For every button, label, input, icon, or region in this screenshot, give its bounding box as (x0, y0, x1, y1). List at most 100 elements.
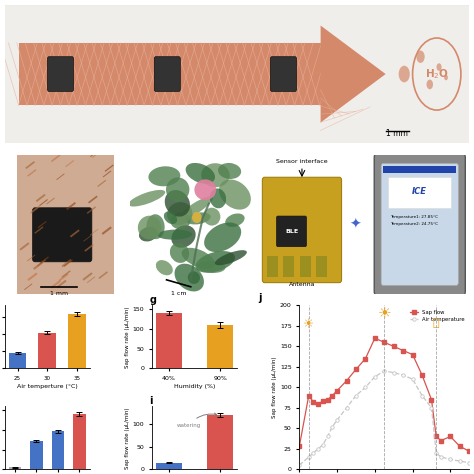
FancyBboxPatch shape (155, 57, 180, 91)
Text: BLE: BLE (285, 229, 298, 234)
Ellipse shape (228, 229, 242, 246)
Sap flow (410, 352, 415, 357)
Text: ☀: ☀ (303, 318, 314, 331)
Air temperature (344, 405, 349, 410)
Circle shape (192, 212, 201, 223)
Bar (208, 415, 233, 469)
Air temperature (325, 434, 330, 439)
FancyBboxPatch shape (47, 57, 73, 91)
Line: Air temperature: Air temperature (298, 369, 471, 467)
Ellipse shape (181, 190, 215, 204)
Ellipse shape (194, 179, 216, 200)
Sap flow (325, 397, 330, 402)
Text: Antenna: Antenna (289, 282, 315, 287)
Legend: Sap flow, Air temperature: Sap flow, Air temperature (408, 308, 466, 324)
FancyBboxPatch shape (267, 256, 278, 277)
Ellipse shape (140, 262, 175, 280)
Sap flow (363, 356, 368, 362)
Bar (9, 467, 21, 469)
Text: i: i (149, 396, 153, 406)
Ellipse shape (219, 172, 234, 188)
Air temperature (466, 460, 472, 465)
Bar (30, 441, 43, 469)
Bar (38, 333, 56, 368)
Air temperature (438, 454, 444, 460)
Text: ☀: ☀ (377, 305, 391, 320)
Line: Sap flow: Sap flow (298, 337, 471, 453)
Air temperature (363, 384, 368, 390)
Air temperature (320, 442, 326, 447)
Bar (208, 325, 233, 368)
Polygon shape (320, 26, 386, 123)
Text: H$_2$O: H$_2$O (425, 67, 449, 81)
Sap flow (428, 397, 434, 402)
Text: 1 cm: 1 cm (171, 291, 186, 296)
Ellipse shape (155, 198, 175, 223)
Bar (156, 313, 182, 368)
X-axis label: Humidity (%): Humidity (%) (174, 384, 215, 389)
Ellipse shape (146, 160, 160, 181)
Y-axis label: Sap flow rate (μL/min): Sap flow rate (μL/min) (125, 407, 130, 468)
Ellipse shape (211, 210, 231, 229)
Ellipse shape (141, 259, 157, 286)
Text: Temperature2: 24.75°C: Temperature2: 24.75°C (390, 222, 438, 226)
FancyBboxPatch shape (18, 43, 320, 105)
Bar (9, 353, 27, 368)
Bar (68, 314, 86, 368)
Text: ICE: ICE (412, 187, 427, 196)
Sap flow (353, 366, 359, 372)
Air temperature (457, 458, 463, 464)
FancyBboxPatch shape (277, 216, 306, 246)
FancyBboxPatch shape (383, 166, 456, 173)
FancyBboxPatch shape (271, 57, 296, 91)
Ellipse shape (190, 195, 211, 217)
Ellipse shape (212, 163, 228, 181)
Ellipse shape (139, 212, 161, 237)
Circle shape (416, 50, 425, 63)
Sap flow (382, 339, 387, 345)
FancyBboxPatch shape (316, 256, 327, 277)
Sap flow (466, 448, 472, 454)
Air temperature (428, 405, 434, 410)
Sap flow (401, 347, 406, 353)
Air temperature (410, 376, 415, 382)
Bar (73, 414, 86, 469)
Sap flow (447, 434, 453, 439)
Bar (52, 431, 64, 469)
Air temperature (447, 456, 453, 462)
Ellipse shape (155, 213, 188, 239)
FancyBboxPatch shape (381, 164, 458, 285)
Ellipse shape (184, 167, 202, 180)
Ellipse shape (222, 219, 241, 240)
FancyBboxPatch shape (17, 155, 114, 294)
Ellipse shape (189, 181, 207, 201)
Air temperature (419, 392, 425, 398)
Air temperature (372, 374, 378, 380)
Air temperature (382, 368, 387, 374)
Text: g: g (149, 295, 156, 305)
Sap flow (419, 372, 425, 378)
Text: ✦: ✦ (349, 218, 361, 231)
Y-axis label: Sap flow rate (μL/min): Sap flow rate (μL/min) (272, 356, 277, 418)
Sap flow (296, 444, 302, 449)
Ellipse shape (157, 174, 189, 198)
Text: 1 mm: 1 mm (50, 291, 68, 296)
Text: j: j (258, 293, 262, 303)
Bar (156, 463, 182, 469)
Ellipse shape (165, 197, 201, 219)
Y-axis label: Sap flow rate (μL/min): Sap flow rate (μL/min) (125, 306, 130, 368)
Air temperature (334, 417, 340, 423)
FancyBboxPatch shape (300, 256, 311, 277)
Sap flow (306, 392, 311, 398)
FancyBboxPatch shape (374, 152, 465, 296)
Text: Temperature1: 27.85°C: Temperature1: 27.85°C (390, 215, 438, 219)
Air temperature (306, 454, 311, 460)
Sap flow (334, 388, 340, 393)
Text: watering: watering (176, 413, 217, 428)
Air temperature (310, 450, 316, 456)
FancyBboxPatch shape (3, 5, 471, 143)
Sap flow (315, 401, 321, 407)
Air temperature (315, 446, 321, 452)
Circle shape (427, 80, 433, 89)
Sap flow (391, 344, 397, 349)
